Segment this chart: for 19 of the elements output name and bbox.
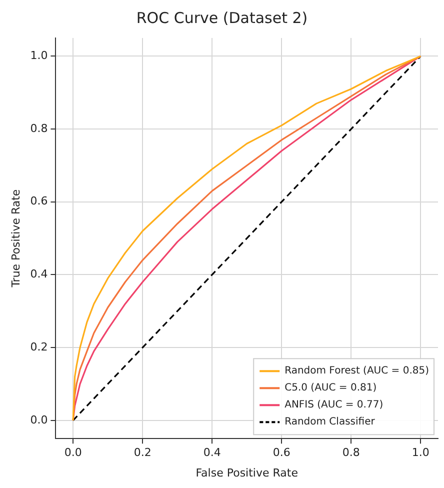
y-tick-label: 0.6 (30, 194, 48, 208)
chart-title: ROC Curve (Dataset 2) (136, 8, 308, 27)
x-axis-title: False Positive Rate (196, 466, 298, 480)
x-tick-label: 1.0 (412, 446, 430, 460)
x-tick-label: 0.4 (203, 446, 221, 460)
y-tick-label: 0.4 (30, 268, 48, 281)
x-tick-label: 0.2 (134, 446, 152, 460)
legend-label: Random Classifier (284, 416, 376, 428)
y-tick-label: 0.2 (30, 340, 48, 354)
y-tick-label: 0.8 (30, 122, 48, 135)
x-tick-label: 0.6 (272, 446, 290, 460)
y-tick-label: 0.0 (30, 413, 48, 426)
y-axis-title: True Positive Rate (9, 189, 22, 288)
legend-label: Random Forest (AUC = 0.85) (284, 366, 430, 377)
x-tick-label: 0.8 (342, 446, 360, 460)
x-tick-label: 0.0 (64, 446, 82, 460)
legend-label: ANFIS (AUC = 0.77) (284, 400, 384, 411)
legend-label: C5.0 (AUC = 0.81) (284, 382, 377, 394)
y-tick-label: 1.0 (30, 49, 48, 62)
